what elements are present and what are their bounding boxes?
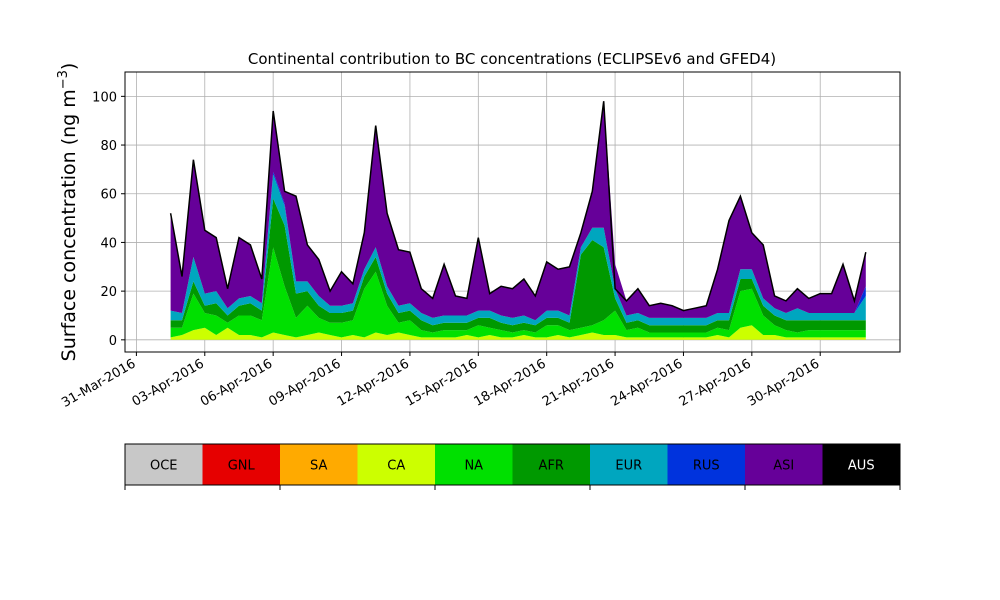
x-tick-label: 06-Apr-2016 <box>198 356 275 409</box>
legend-frame <box>124 443 901 486</box>
x-tick-label: 12-Apr-2016 <box>335 356 412 409</box>
legend-swatch-eur <box>590 444 668 485</box>
y-axis: 0 20 40 60 80 100 <box>92 90 125 349</box>
legend-label-asi: ASI <box>773 459 794 474</box>
legend-swatch-gnl <box>202 444 280 485</box>
x-tick-label: 30-Apr-2016 <box>745 356 822 409</box>
legend-swatch-aus <box>822 444 900 485</box>
legend-label-eur: EUR <box>615 459 642 474</box>
y-tick-label: 100 <box>92 90 117 105</box>
stacked-areas <box>170 101 866 340</box>
legend-label-rus: RUS <box>693 459 720 474</box>
area-asi <box>170 101 866 321</box>
x-tick-label: 27-Apr-2016 <box>677 356 754 409</box>
x-tick-label: 09-Apr-2016 <box>266 356 343 409</box>
y-tick-label: 40 <box>100 236 117 251</box>
legend-label-afr: AFR <box>539 459 564 474</box>
legend-swatch-oce <box>125 444 203 485</box>
y-axis-label: Surface concentration (ng m−3) <box>56 63 80 362</box>
y-tick-label: 80 <box>100 139 117 154</box>
legend-swatch-afr <box>512 444 590 485</box>
legend-swatch-ca <box>357 444 435 485</box>
legend-swatch-asi <box>745 444 823 485</box>
legend-label-sa: SA <box>310 459 327 474</box>
x-tick-label: 31-Mar-2016 <box>59 356 138 410</box>
y-axis-label-main: Surface concentration (ng m <box>58 89 80 361</box>
legend-swatch-rus <box>667 444 745 485</box>
y-tick-label: 60 <box>100 188 117 203</box>
legend-label-na: NA <box>464 459 483 474</box>
area-na <box>170 247 866 338</box>
plot-area <box>124 71 901 353</box>
plot-frame <box>124 71 901 353</box>
legend-swatch-na <box>435 444 513 485</box>
area-eur <box>170 174 866 326</box>
legend-label-oce: OCE <box>150 459 178 474</box>
y-axis-label-superscript: −3 <box>56 70 71 89</box>
chart-title: Continental contribution to BC concentra… <box>248 50 776 68</box>
x-tick-label: 24-Apr-2016 <box>608 356 685 409</box>
x-tick-label: 18-Apr-2016 <box>472 356 549 409</box>
x-axis: 31-Mar-201603-Apr-201606-Apr-201609-Apr-… <box>59 352 822 411</box>
y-tick-label: 20 <box>100 285 117 300</box>
x-tick-label: 03-Apr-2016 <box>130 356 207 409</box>
x-tick-label: 15-Apr-2016 <box>403 356 480 409</box>
area-ca <box>170 325 866 340</box>
legend-colorbar: OCE GNL SA CA NA AFR EUR RUS ASI AUS <box>124 443 901 490</box>
y-tick-label: 0 <box>109 334 117 349</box>
y-axis-label-close: ) <box>58 63 80 70</box>
legend-label-gnl: GNL <box>228 459 256 474</box>
legend-swatch-sa <box>280 444 358 485</box>
total-line <box>169 101 867 312</box>
legend-label-aus: AUS <box>848 459 875 474</box>
legend-label-ca: CA <box>387 459 405 474</box>
x-tick-label: 21-Apr-2016 <box>540 356 617 409</box>
